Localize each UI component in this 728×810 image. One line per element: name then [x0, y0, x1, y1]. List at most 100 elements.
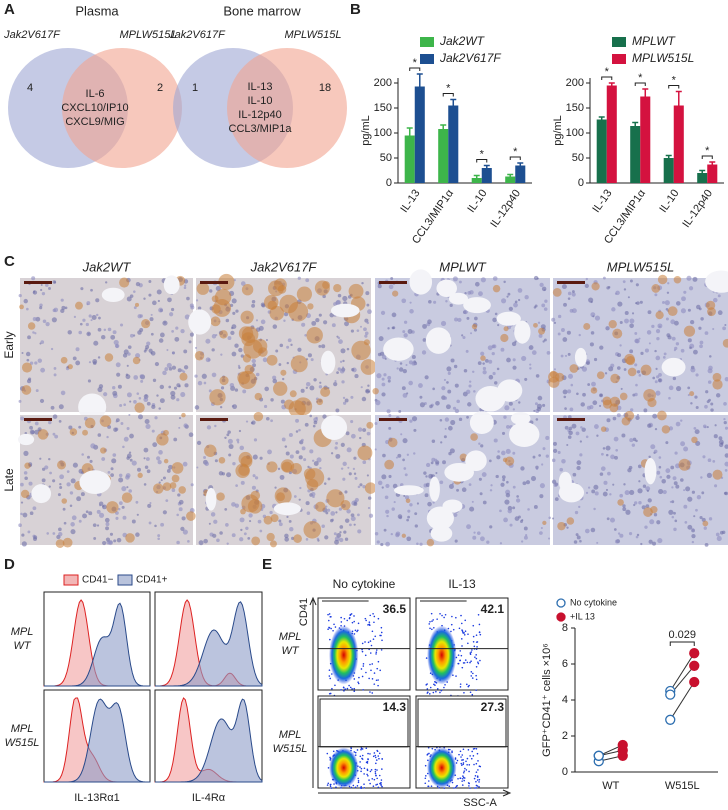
nucleus: [312, 424, 316, 428]
nucleus: [712, 459, 716, 463]
x-axis-label: IL-13Rα1: [74, 792, 120, 804]
nucleus: [295, 418, 300, 423]
nucleus: [578, 505, 581, 509]
nucleus: [361, 396, 367, 402]
micrograph: [18, 275, 195, 421]
nucleus: [411, 361, 416, 366]
event: [466, 763, 468, 766]
nucleus: [23, 471, 28, 475]
nucleus: [34, 421, 39, 426]
nucleus: [295, 430, 299, 433]
nucleus: [171, 365, 177, 370]
event: [366, 769, 369, 772]
nucleus: [51, 317, 57, 323]
nucleus: [139, 374, 144, 379]
nucleus: [513, 302, 518, 308]
nucleus: [698, 326, 702, 330]
nucleus: [227, 336, 232, 341]
nucleus: [505, 492, 511, 498]
event: [451, 750, 453, 752]
nucleus: [307, 489, 311, 493]
nucleus: [337, 367, 342, 371]
y-axis-label: GFP⁺CD41⁺ cells ×10⁶: [541, 643, 553, 757]
nucleus: [176, 383, 181, 388]
event: [472, 624, 475, 627]
nucleus: [523, 526, 528, 531]
nucleus: [168, 385, 172, 389]
nucleus: [242, 389, 247, 394]
micrograph: [372, 269, 551, 414]
nucleus: [309, 449, 314, 454]
nucleus: [346, 447, 352, 453]
nucleus: [126, 486, 129, 489]
nucleus: [680, 441, 686, 447]
nucleus: [162, 320, 168, 326]
nucleus: [713, 434, 718, 439]
nucleus: [596, 434, 599, 437]
event: [464, 619, 467, 622]
nucleus: [145, 457, 150, 461]
nucleus: [443, 396, 448, 400]
panel-label: E: [262, 556, 272, 573]
event: [363, 767, 366, 770]
event: [348, 684, 350, 687]
nucleus: [553, 368, 556, 371]
nucleus: [143, 447, 149, 453]
nucleus: [238, 347, 243, 353]
nucleus: [459, 280, 462, 284]
nucleus: [275, 349, 279, 353]
nucleus: [239, 517, 245, 523]
column-label: MPLWT: [439, 259, 487, 274]
nucleus: [435, 472, 438, 475]
p-value: 0.029: [668, 629, 696, 641]
event: [370, 769, 373, 771]
nucleus: [26, 307, 29, 311]
gate-percent: 42.1: [481, 602, 505, 616]
significance-bracket: [509, 156, 521, 160]
nucleus: [704, 331, 709, 335]
nucleus: [25, 351, 31, 357]
event: [334, 684, 336, 687]
nucleus: [604, 372, 608, 375]
vacuole: [383, 337, 414, 361]
nucleus: [724, 469, 728, 472]
nucleus: [454, 539, 458, 543]
nucleus: [305, 538, 309, 541]
stained-cell: [470, 433, 478, 441]
nucleus: [284, 533, 289, 539]
event: [471, 649, 473, 651]
nucleus: [724, 461, 728, 467]
event: [360, 787, 363, 790]
nucleus: [712, 328, 715, 331]
nucleus: [300, 388, 305, 393]
nucleus: [229, 382, 235, 388]
nucleus: [120, 422, 124, 425]
vacuole: [188, 309, 212, 335]
nucleus: [231, 502, 236, 507]
nucleus: [575, 431, 580, 436]
event: [359, 755, 362, 758]
nucleus: [70, 522, 75, 527]
nucleus: [381, 382, 386, 387]
nucleus: [463, 309, 468, 315]
nucleus: [675, 301, 681, 306]
nucleus: [29, 425, 33, 430]
nucleus: [652, 541, 657, 546]
nucleus: [704, 404, 708, 409]
nucleus: [159, 332, 165, 338]
nucleus: [507, 508, 512, 514]
y-tick-label: 50: [572, 152, 584, 164]
event: [464, 630, 467, 633]
event: [428, 693, 431, 695]
stained-cell: [62, 537, 73, 548]
nucleus: [616, 366, 621, 370]
stained-cell: [294, 397, 313, 416]
nucleus: [58, 527, 62, 532]
nucleus: [127, 352, 131, 356]
nucleus: [665, 307, 669, 311]
nucleus: [635, 535, 639, 539]
nucleus: [168, 464, 173, 470]
nucleus: [492, 276, 498, 281]
nucleus: [467, 402, 472, 407]
event: [459, 750, 462, 753]
